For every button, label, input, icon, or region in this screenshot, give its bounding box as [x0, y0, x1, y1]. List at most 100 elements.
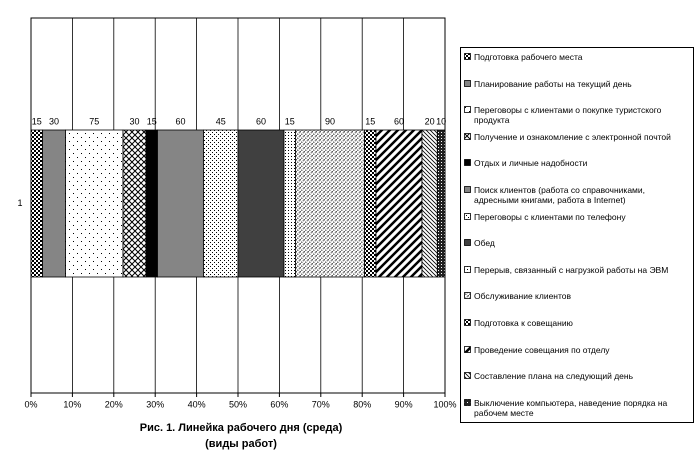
legend-label: Составление плана на следующий день [474, 371, 634, 382]
bar-segment [203, 129, 239, 278]
bar-segment [237, 129, 285, 278]
legend-item: Получение и ознакомление с электронной п… [464, 132, 690, 159]
legend-swatch-fill [464, 186, 471, 193]
data-label: 30 [49, 116, 59, 126]
legend: Подготовка рабочего места Планирование ра… [460, 47, 694, 423]
x-tick-label: 90% [395, 399, 413, 409]
data-label: 15 [147, 116, 157, 126]
data-label: 90 [325, 116, 335, 126]
legend-label: Обед [474, 238, 495, 249]
legend-swatch [464, 79, 471, 87]
data-label: 20 [425, 116, 435, 126]
legend-label: Получение и ознакомление с электронной п… [474, 131, 671, 142]
legend-label: Планирование работы на текущий день [474, 78, 632, 89]
legend-swatch-fill [464, 265, 471, 273]
legend-swatch [464, 398, 471, 406]
legend-swatch [464, 239, 471, 247]
legend-swatch-fill [464, 106, 471, 114]
legend-label: Переговоры с клиентами по телефону [474, 211, 626, 222]
x-tick-label: 80% [353, 399, 371, 409]
bar-segment [65, 129, 124, 278]
x-tick-label: 40% [188, 399, 206, 409]
legend-swatch [464, 292, 471, 300]
data-label: 45 [216, 116, 226, 126]
bar-segment [122, 129, 147, 278]
legend-swatch-fill [464, 159, 471, 167]
legend-swatch-fill [464, 398, 471, 406]
data-label: 15 [365, 116, 375, 126]
legend-label: Выключение компьютера, наведение порядка… [474, 397, 668, 418]
legend-label: Отдых и личные надобности [474, 158, 588, 169]
legend-item: Обслуживание клиентов [464, 291, 690, 318]
legend-label: Поиск клиентов (работа со справочниками,… [474, 184, 646, 205]
legend-label: Перерыв, связанный с нагрузкой работы на… [474, 264, 669, 275]
legend-item: Проведение совещания по отделу [464, 345, 690, 372]
legend-swatch [464, 319, 471, 326]
data-label: 75 [89, 116, 99, 126]
data-label: 60 [256, 116, 266, 126]
legend-swatch-fill [464, 372, 471, 380]
legend-item: Обед [464, 238, 690, 265]
legend-swatch [464, 186, 471, 193]
bar-segment [30, 129, 43, 278]
legend-label: Переговоры с клиентами о покупке туристс… [474, 105, 662, 126]
legend-swatch-fill [464, 239, 471, 247]
data-label: 15 [32, 116, 42, 126]
legend-swatch-fill [464, 292, 471, 300]
bar-segment [295, 129, 365, 278]
bar-segment [157, 129, 204, 278]
data-label: 10 [436, 116, 446, 126]
legend-swatch [464, 132, 471, 140]
x-tick-label: 100% [433, 399, 456, 409]
chart-title: Рис. 1. Линейка рабочего дня (среда) [140, 422, 343, 434]
legend-item: Подготовка к совещанию [464, 318, 690, 345]
legend-swatch-fill [464, 132, 471, 140]
x-tick-label: 50% [229, 399, 247, 409]
legend-item: Планирование работы на текущий день [464, 79, 690, 106]
bar-segment [436, 129, 446, 278]
legend-item: Подготовка рабочего места [464, 52, 690, 79]
legend-swatch-fill [464, 53, 471, 60]
legend-swatch [464, 53, 471, 60]
x-tick-label: 70% [312, 399, 330, 409]
x-tick-label: 30% [146, 399, 164, 409]
y-tick-label: 1 [17, 198, 22, 208]
x-tick-label: 10% [63, 399, 81, 409]
legend-swatch [464, 159, 471, 167]
bar-segment [145, 129, 158, 278]
legend-item: Отдых и личные надобности [464, 158, 690, 185]
bar-segment [283, 129, 296, 278]
legend-item: Переговоры с клиентами о покупке туристс… [464, 105, 690, 132]
legend-swatch [464, 345, 471, 353]
legend-swatch-fill [464, 345, 471, 353]
bar-segment [42, 129, 66, 278]
legend-label: Подготовка к совещанию [474, 317, 573, 328]
x-tick-label: 60% [270, 399, 288, 409]
legend-item: Составление плана на следующий день [464, 371, 690, 398]
data-label: 15 [285, 116, 295, 126]
bar-segment [375, 129, 423, 278]
legend-swatch [464, 372, 471, 380]
x-tick-label: 0% [24, 399, 37, 409]
legend-swatch [464, 106, 471, 114]
data-label: 30 [129, 116, 139, 126]
bar-segment [364, 129, 377, 278]
x-tick-label: 20% [105, 399, 123, 409]
legend-swatch-fill [464, 79, 471, 87]
legend-swatch-fill [464, 319, 471, 326]
legend-label: Подготовка рабочего места [474, 52, 583, 62]
data-label: 60 [175, 116, 185, 126]
chart-subtitle: (виды работ) [205, 438, 277, 450]
legend-item: Переговоры с клиентами по телефону [464, 212, 690, 239]
legend-item: Выключение компьютера, наведение порядка… [464, 398, 690, 425]
legend-swatch [464, 265, 471, 273]
legend-item: Перерыв, связанный с нагрузкой работы на… [464, 265, 690, 292]
bar-segment [421, 129, 438, 278]
legend-item: Поиск клиентов (работа со справочниками,… [464, 185, 690, 212]
legend-label: Проведение совещания по отделу [474, 344, 610, 355]
legend-swatch-fill [464, 212, 471, 220]
legend-label: Обслуживание клиентов [474, 291, 572, 302]
legend-swatch [464, 212, 471, 220]
